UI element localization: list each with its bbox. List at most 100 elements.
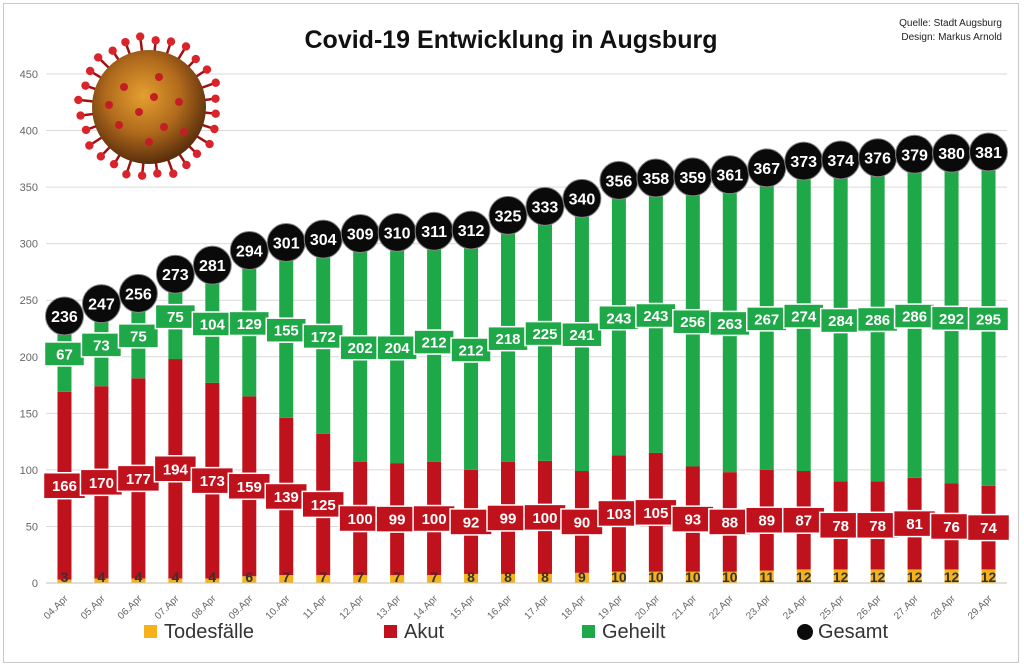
label-gesamt: 273 (162, 267, 189, 284)
label-box-geheilt (117, 323, 160, 349)
label-geheilt: 241 (569, 327, 594, 344)
virus-spike-tip (205, 139, 214, 149)
label-box-geheilt (376, 334, 418, 361)
label-gesamt: 379 (901, 147, 928, 164)
label-geheilt: 256 (680, 314, 705, 331)
x-tick-label: 26.Apr (855, 593, 884, 622)
label-box-geheilt (228, 310, 271, 337)
x-tick-label: 13.Apr (375, 593, 404, 622)
label-gesamt: 374 (827, 153, 854, 170)
bar-todesfaelle (390, 575, 405, 583)
label-akut: 159 (237, 479, 262, 496)
bar-todesfaelle (759, 570, 774, 583)
marker-gesamt (562, 178, 602, 218)
bar-todesfaelle (501, 573, 516, 583)
label-akut: 99 (389, 512, 406, 529)
label-todesfaelle: 12 (796, 569, 812, 585)
label-akut: 74 (980, 520, 997, 537)
virus-protein (135, 108, 143, 116)
label-box-geheilt (782, 303, 825, 329)
y-tick-label: 200 (20, 352, 38, 364)
label-gesamt: 376 (864, 151, 891, 168)
label-akut: 92 (463, 514, 480, 531)
y-tick-label: 350 (20, 182, 38, 194)
label-box-geheilt (635, 302, 677, 329)
virus-spike-tip (192, 149, 202, 158)
label-todesfaelle: 10 (685, 569, 701, 585)
label-geheilt: 295 (976, 311, 1001, 328)
x-tick-label: 18.Apr (559, 593, 588, 622)
label-todesfaelle: 7 (282, 569, 290, 585)
label-gesamt: 359 (679, 170, 706, 187)
bar-todesfaelle (611, 571, 626, 583)
label-gesamt: 325 (495, 208, 522, 225)
virus-spike-tip (191, 54, 200, 64)
label-akut: 177 (126, 471, 151, 488)
label-geheilt: 202 (348, 340, 373, 357)
x-tick-label: 06.Apr (116, 593, 145, 622)
label-akut: 89 (758, 513, 775, 530)
label-box-geheilt (856, 306, 899, 333)
virus-spike-tip (96, 152, 106, 161)
label-geheilt: 292 (939, 311, 964, 328)
x-tick-label: 17.Apr (522, 593, 551, 622)
label-gesamt: 333 (532, 199, 559, 216)
label-todesfaelle: 10 (648, 569, 664, 585)
design-credit: Design: Markus Arnold (901, 32, 1002, 43)
label-gesamt: 294 (236, 243, 263, 260)
legend-label: Akut (404, 621, 444, 643)
source-text: Quelle: Stadt Augsburg (899, 18, 1002, 29)
label-box-akut (486, 504, 530, 532)
label-geheilt: 73 (93, 337, 110, 354)
label-box-geheilt (524, 320, 566, 347)
x-tick-label: 09.Apr (227, 593, 256, 622)
marker-gesamt (525, 186, 565, 226)
virus-spike-tip (211, 78, 220, 87)
legend-label: Todesfälle (164, 621, 254, 643)
virus-spike-tip (76, 111, 85, 120)
bar-todesfaelle (279, 575, 294, 583)
label-akut: 87 (795, 513, 812, 530)
virus-spike-tip (109, 159, 119, 169)
x-tick-label: 27.Apr (892, 593, 921, 622)
bar-todesfaelle (353, 575, 368, 583)
label-todesfaelle: 6 (245, 569, 253, 585)
x-tick-label: 11.Apr (301, 593, 330, 622)
x-tick-label: 07.Apr (153, 593, 182, 622)
virus-spike-tip (151, 36, 160, 45)
label-geheilt: 212 (422, 335, 447, 352)
label-geheilt: 67 (56, 346, 73, 363)
virus-spike-tip (121, 37, 130, 47)
label-gesamt: 309 (347, 226, 374, 243)
bar-todesfaelle (316, 575, 331, 583)
legend-label: Gesamt (818, 621, 888, 643)
label-box-geheilt (43, 341, 86, 367)
label-gesamt: 281 (199, 258, 226, 275)
virus-protein (120, 83, 128, 91)
y-tick-label: 250 (20, 295, 38, 307)
label-gesamt: 340 (569, 191, 596, 208)
label-box-akut (412, 504, 456, 533)
y-tick-label: 100 (20, 465, 38, 477)
label-gesamt: 310 (384, 225, 411, 242)
bar-todesfaelle (870, 569, 885, 583)
label-box-akut (708, 508, 752, 536)
virus-spike-tip (211, 109, 220, 118)
label-gesamt: 301 (273, 236, 300, 253)
virus-spike-tip (93, 53, 103, 62)
label-gesamt: 361 (716, 168, 743, 185)
label-gesamt: 312 (458, 223, 485, 240)
label-box-geheilt (967, 306, 1010, 332)
label-todesfaelle: 12 (870, 569, 886, 585)
legend-swatch (582, 625, 595, 638)
label-akut: 166 (52, 478, 77, 495)
label-todesfaelle: 7 (356, 569, 364, 585)
bar-todesfaelle (131, 578, 146, 583)
label-geheilt: 286 (865, 312, 890, 329)
marker-gesamt (155, 254, 195, 294)
label-geheilt: 274 (791, 309, 817, 326)
marker-gesamt (488, 195, 528, 235)
bar-todesfaelle (685, 571, 700, 583)
label-todesfaelle: 7 (430, 569, 438, 585)
virus-spike-tip (81, 125, 91, 135)
